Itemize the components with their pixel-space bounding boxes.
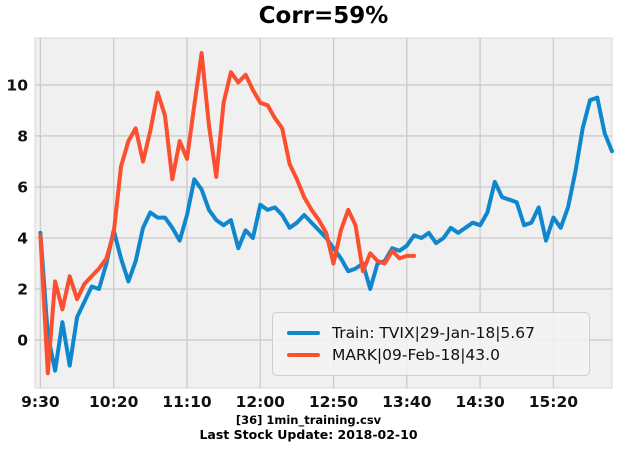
x-tick-label: 13:40 [382,393,432,411]
training-file-caption: [36] 1min_training.csv [235,413,382,427]
chart-title: Corr=59% [258,3,389,29]
legend-label-mark: MARK|09-Feb-18|43.0 [332,346,500,364]
x-tick-label: 12:50 [309,393,359,411]
x-tick-label: 10:20 [89,393,139,411]
figure-captions: [36] 1min_training.csv Last Stock Update… [0,413,617,443]
x-tick-label: 15:20 [529,393,579,411]
x-tick-label: 14:30 [455,393,505,411]
chart-legend: Train: TVIX|29-Jan-18|5.67 MARK|09-Feb-1… [272,312,590,376]
y-tick-label: 2 [17,281,28,299]
y-tick-label: 8 [17,127,28,145]
x-tick-label: 12:00 [236,393,286,411]
y-tick-label: 4 [17,230,28,248]
y-tick-label: 10 [6,76,28,94]
x-tick-label: 11:10 [162,393,212,411]
legend-item-train: Train: TVIX|29-Jan-18|5.67 [287,322,577,344]
y-tick-label: 0 [17,332,28,350]
legend-item-mark: MARK|09-Feb-18|43.0 [287,344,577,366]
train-line-swatch [287,331,320,335]
legend-label-train: Train: TVIX|29-Jan-18|5.67 [332,324,535,342]
x-tick-label: 9:30 [21,393,60,411]
series-line-1 [38,51,417,376]
mark-line-swatch [287,353,320,357]
last-update-caption: Last Stock Update: 2018-02-10 [199,427,418,443]
y-tick-label: 6 [17,178,28,196]
